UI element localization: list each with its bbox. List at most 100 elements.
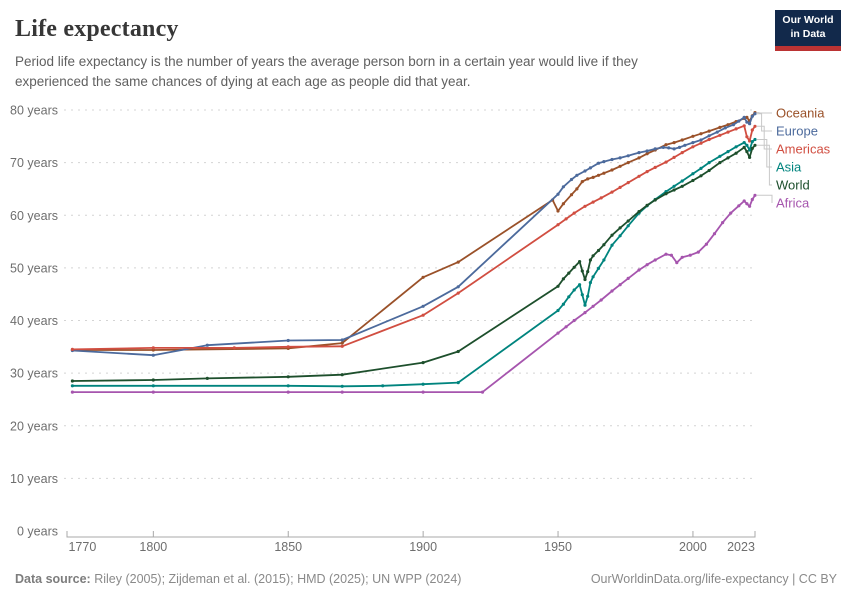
data-point <box>699 132 703 136</box>
data-point <box>750 140 754 144</box>
legend-connector <box>757 144 772 186</box>
data-point <box>637 210 641 214</box>
data-point <box>456 349 460 354</box>
data-point <box>456 285 460 289</box>
data-point <box>691 145 695 149</box>
x-tick-label: 1770 <box>68 540 96 554</box>
legend-label-asia[interactable]: Asia <box>776 160 802 175</box>
data-point <box>637 174 641 178</box>
data-point <box>669 253 674 257</box>
data-point <box>151 390 155 394</box>
legend-label-africa[interactable]: Africa <box>776 196 810 211</box>
x-tick-label: 1800 <box>139 540 167 554</box>
data-point <box>742 199 746 203</box>
data-point <box>748 204 752 208</box>
data-point <box>286 375 290 379</box>
data-point <box>742 124 746 128</box>
y-tick-label: 40 years <box>10 314 58 328</box>
series-line[interactable] <box>71 194 756 394</box>
owid-url-link[interactable]: OurWorldinData.org/life-expectancy | CC … <box>590 572 837 586</box>
data-point <box>610 289 614 293</box>
y-axis-labels: 0 years 10 years 20 years 30 years 40 years 5… <box>10 104 58 539</box>
series-americas[interactable] <box>70 124 757 351</box>
data-point <box>456 291 460 295</box>
data-point <box>715 130 719 134</box>
data-point <box>726 123 730 127</box>
data-point <box>753 137 757 142</box>
x-tick-label: 2023 <box>727 540 755 554</box>
legend-connector <box>757 113 772 132</box>
series-line[interactable] <box>71 111 756 351</box>
data-point <box>672 184 676 188</box>
data-point <box>626 276 630 280</box>
data-point <box>734 127 738 131</box>
legend-label-oceania[interactable]: Oceania <box>776 106 825 121</box>
data-point <box>602 160 606 164</box>
data-point <box>340 373 344 377</box>
data-point <box>664 160 668 164</box>
series-world[interactable] <box>70 143 757 383</box>
data-point <box>721 221 725 225</box>
data-point <box>645 170 649 174</box>
data-point <box>707 137 711 142</box>
legend-label-europe[interactable]: Europe <box>776 124 818 139</box>
y-tick-label: 60 years <box>10 209 58 223</box>
data-point <box>672 155 676 159</box>
x-tick-label: 1950 <box>544 540 572 554</box>
data-point <box>699 138 703 142</box>
series-line[interactable] <box>71 144 756 382</box>
data-point <box>232 346 236 350</box>
data-point <box>421 361 425 365</box>
data-point <box>567 295 571 299</box>
data-point <box>421 382 425 386</box>
data-point <box>653 165 657 169</box>
data-point <box>578 260 582 264</box>
data-point <box>718 161 722 165</box>
data-point <box>480 390 485 394</box>
data-point <box>734 151 738 155</box>
data-point <box>645 263 649 267</box>
data-point <box>610 243 614 247</box>
data-point <box>680 151 684 155</box>
data-point <box>610 168 614 172</box>
data-point <box>596 266 601 270</box>
data-point <box>672 141 676 145</box>
x-axis: 1770 1800 1850 1900 1950 2000 2023 <box>66 531 756 554</box>
data-point <box>734 145 738 149</box>
y-tick-label: 50 years <box>10 261 58 275</box>
data-point <box>421 304 425 308</box>
data-point <box>653 147 657 151</box>
data-point <box>591 304 595 308</box>
data-point <box>675 261 679 265</box>
data-point <box>664 143 668 147</box>
license-link[interactable]: OurWorldinData.org/life-expectancy | CC … <box>591 572 837 586</box>
data-point <box>588 281 593 285</box>
data-point <box>580 293 584 297</box>
data-point <box>421 390 425 394</box>
data-point <box>70 347 74 351</box>
data-point <box>691 141 695 145</box>
data-point <box>664 252 668 256</box>
legend-label-world[interactable]: World <box>776 178 810 193</box>
legend-label-americas[interactable]: Americas <box>776 142 831 157</box>
data-point <box>645 152 649 156</box>
chart-area: 0 years 10 years 20 years 30 years 40 years 5… <box>0 90 850 560</box>
data-point <box>645 149 649 153</box>
data-point <box>680 179 684 183</box>
series-europe[interactable] <box>70 112 757 357</box>
series-oceania[interactable] <box>70 111 757 352</box>
data-point <box>602 258 606 262</box>
data-point <box>618 164 622 168</box>
data-point <box>753 193 757 197</box>
data-point <box>672 147 676 151</box>
data-point <box>586 294 590 298</box>
data-point <box>575 187 579 191</box>
data-point <box>561 277 566 281</box>
data-point <box>626 219 630 223</box>
data-point <box>737 119 741 123</box>
series-line[interactable] <box>71 124 756 351</box>
data-point <box>750 146 754 150</box>
data-point <box>748 122 752 126</box>
data-point <box>572 288 576 292</box>
series-africa[interactable] <box>70 193 757 394</box>
